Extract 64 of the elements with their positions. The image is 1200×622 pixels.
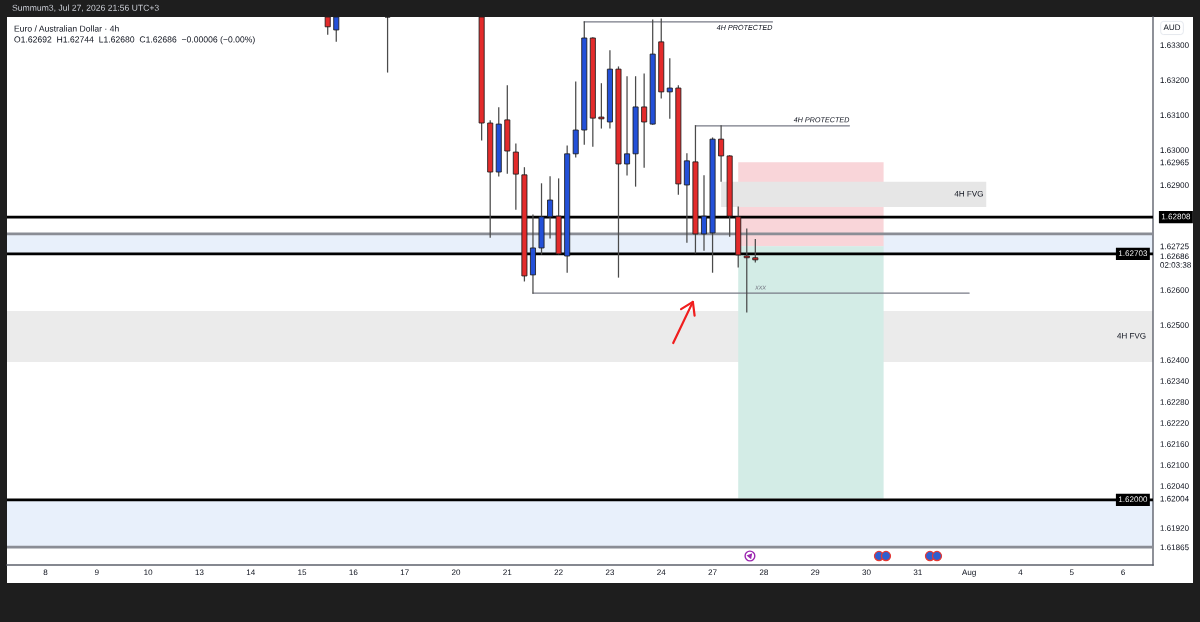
- y-tick-label: 1.62400: [1160, 357, 1189, 363]
- x-tick-label: 9: [94, 569, 99, 576]
- candlestick: [547, 176, 554, 239]
- annotation: 4H FVG: [954, 190, 983, 197]
- candlestick: [598, 83, 605, 129]
- x-tick-label: 20: [451, 569, 461, 576]
- candlestick: [701, 175, 707, 251]
- y-tick-label: 1.63000: [1160, 147, 1189, 153]
- candlestick: [624, 76, 631, 176]
- candlestick: [641, 73, 648, 168]
- x-tick-label: 16: [349, 569, 358, 576]
- x-tick-label: 8: [43, 569, 48, 576]
- y-tick-label: 1.63300: [1160, 42, 1189, 48]
- ref-line-label: 1.62808: [1161, 213, 1191, 220]
- band-label: 4H FVG: [1117, 332, 1146, 339]
- x-tick-label: Aug: [961, 569, 976, 577]
- x-tick-label: 21: [503, 569, 512, 575]
- x-tick-label: 31: [913, 569, 922, 576]
- x-tick-label: 4: [1018, 569, 1023, 575]
- candlestick: [666, 58, 673, 119]
- ref-line-label: 1.62000: [1118, 496, 1148, 503]
- candlestick: [384, 17, 391, 73]
- x-tick-label: 13: [195, 569, 204, 576]
- candlestick: [743, 228, 750, 313]
- text: Euro / Australian Dollar · 4h: [14, 25, 119, 32]
- candlestick: [718, 125, 725, 182]
- y-tick-label: 1.62280: [1160, 399, 1189, 405]
- candlestick: [333, 17, 340, 42]
- y-tick-label: 1.62500: [1160, 322, 1189, 328]
- y-tick-label: 1.62900: [1160, 182, 1189, 188]
- x-tick-label: 10: [144, 569, 153, 576]
- y-tick-label: 1.62160: [1160, 441, 1189, 447]
- y-tick-label: 1.62686 02:03:38: [1160, 253, 1191, 268]
- y-tick-label: 1.62340: [1160, 378, 1189, 384]
- y-axis-title: AUD: [1163, 24, 1181, 31]
- x-tick-label: 28: [759, 569, 768, 576]
- x-tick-label: 15: [298, 569, 307, 576]
- y-tick-label: 1.62965: [1160, 159, 1189, 166]
- candlestick: [752, 238, 759, 263]
- x-tick-label: 29: [811, 569, 820, 576]
- y-tick-label: 1.61920: [1160, 525, 1189, 531]
- candlestick: [572, 81, 579, 158]
- candlestick: [512, 143, 519, 210]
- y-tick-label: 1.63200: [1160, 77, 1189, 83]
- x-tick-label: 17: [400, 569, 409, 575]
- text: O1.62692 H1.62744 L1.62680 C1.62686 −0.00006 (−0.00%): [14, 36, 255, 45]
- x-tick-label: 5: [1069, 569, 1074, 576]
- x-tick-label: 22: [554, 569, 563, 575]
- y-tick-label: 1.63100: [1160, 112, 1189, 118]
- y-tick-label: 1.62220: [1160, 420, 1189, 426]
- ref-line-label: 1.62703: [1118, 250, 1148, 257]
- y-tick-label: 1.61865: [1160, 544, 1189, 551]
- x-tick-label: 23: [605, 569, 615, 576]
- y-tick-label: 1.62725: [1160, 243, 1189, 250]
- y-tick-label: 1.62100: [1160, 462, 1189, 468]
- x-tick-label: 6: [1121, 569, 1125, 576]
- x-tick-label: 14: [246, 569, 255, 575]
- text: Summum3, Jul 27, 2026 21:56 UTC+3: [12, 4, 159, 12]
- x-tick-label: 24: [657, 569, 666, 575]
- y-tick-label: 1.62600: [1160, 287, 1189, 293]
- y-tick-label: 1.62040: [1160, 483, 1189, 489]
- x-tick-label: 27: [708, 569, 717, 575]
- x-tick-label: 30: [862, 569, 871, 576]
- y-tick-label: 1.62004: [1160, 495, 1189, 502]
